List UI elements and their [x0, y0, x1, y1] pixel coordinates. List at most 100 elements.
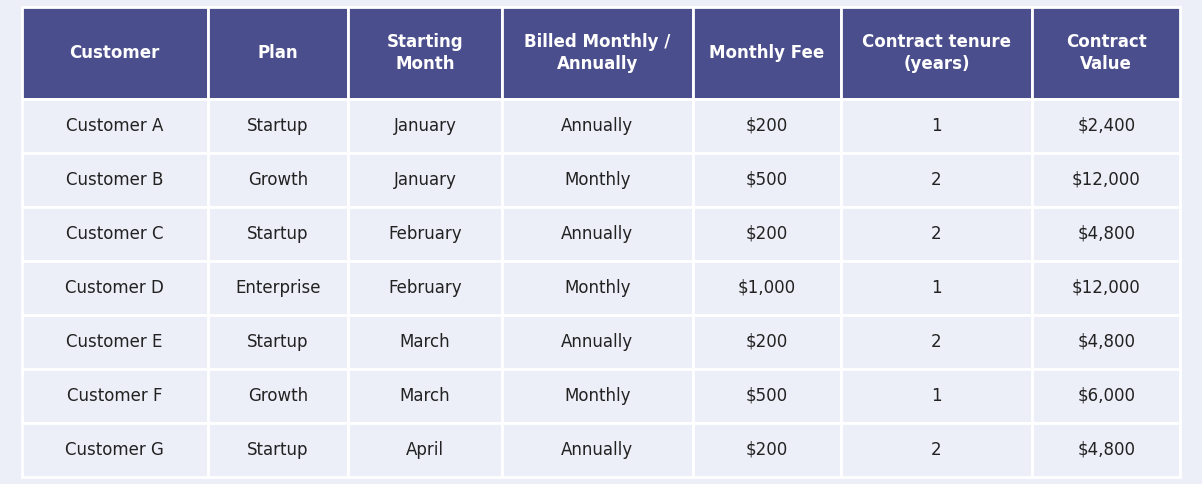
- Bar: [22, 7, 208, 99]
- Bar: [22, 99, 208, 153]
- Text: $500: $500: [745, 171, 789, 189]
- Bar: [501, 153, 692, 207]
- Bar: [501, 261, 692, 315]
- Bar: [841, 423, 1033, 477]
- Bar: [208, 207, 349, 261]
- Text: March: March: [400, 333, 451, 351]
- Bar: [692, 153, 841, 207]
- Text: $4,800: $4,800: [1077, 225, 1135, 243]
- Text: Annually: Annually: [561, 225, 633, 243]
- Text: Monthly Fee: Monthly Fee: [709, 44, 825, 62]
- Text: Customer G: Customer G: [65, 441, 165, 459]
- Bar: [1033, 7, 1180, 99]
- Text: Annually: Annually: [561, 441, 633, 459]
- Text: $200: $200: [745, 117, 789, 135]
- Text: Annually: Annually: [561, 333, 633, 351]
- Bar: [22, 153, 208, 207]
- Bar: [349, 423, 501, 477]
- Bar: [208, 153, 349, 207]
- Bar: [692, 423, 841, 477]
- Bar: [349, 315, 501, 369]
- Bar: [501, 99, 692, 153]
- Bar: [692, 261, 841, 315]
- Bar: [501, 207, 692, 261]
- Text: Starting
Month: Starting Month: [387, 33, 463, 73]
- Text: $6,000: $6,000: [1077, 387, 1135, 405]
- Text: Monthly: Monthly: [564, 171, 631, 189]
- Text: Annually: Annually: [561, 117, 633, 135]
- Text: $12,000: $12,000: [1072, 279, 1141, 297]
- Text: Monthly: Monthly: [564, 279, 631, 297]
- Bar: [1033, 153, 1180, 207]
- Bar: [22, 369, 208, 423]
- Text: Monthly: Monthly: [564, 387, 631, 405]
- Bar: [841, 7, 1033, 99]
- Text: $200: $200: [745, 441, 789, 459]
- Text: Customer F: Customer F: [67, 387, 162, 405]
- Text: Customer E: Customer E: [66, 333, 162, 351]
- Text: Startup: Startup: [248, 441, 309, 459]
- Text: 1: 1: [932, 279, 942, 297]
- Bar: [692, 207, 841, 261]
- Bar: [501, 423, 692, 477]
- Bar: [349, 207, 501, 261]
- Text: $1,000: $1,000: [738, 279, 796, 297]
- Text: Contract
Value: Contract Value: [1066, 33, 1147, 73]
- Bar: [208, 369, 349, 423]
- Bar: [692, 7, 841, 99]
- Bar: [208, 7, 349, 99]
- Text: $200: $200: [745, 333, 789, 351]
- Bar: [1033, 315, 1180, 369]
- Bar: [208, 315, 349, 369]
- Bar: [349, 261, 501, 315]
- Bar: [692, 315, 841, 369]
- Text: Customer D: Customer D: [65, 279, 165, 297]
- Text: $500: $500: [745, 387, 789, 405]
- Text: January: January: [393, 171, 457, 189]
- Text: Startup: Startup: [248, 333, 309, 351]
- Text: Startup: Startup: [248, 117, 309, 135]
- Text: 2: 2: [932, 171, 942, 189]
- Bar: [501, 369, 692, 423]
- Bar: [1033, 261, 1180, 315]
- Text: January: January: [393, 117, 457, 135]
- Text: Billed Monthly /
Annually: Billed Monthly / Annually: [524, 33, 671, 73]
- Bar: [841, 261, 1033, 315]
- Bar: [208, 99, 349, 153]
- Bar: [501, 315, 692, 369]
- Text: 2: 2: [932, 441, 942, 459]
- Text: Customer C: Customer C: [66, 225, 163, 243]
- Text: 2: 2: [932, 333, 942, 351]
- Bar: [841, 207, 1033, 261]
- Bar: [208, 261, 349, 315]
- Bar: [22, 207, 208, 261]
- Bar: [349, 7, 501, 99]
- Bar: [1033, 99, 1180, 153]
- Text: 1: 1: [932, 387, 942, 405]
- Bar: [208, 423, 349, 477]
- Text: $4,800: $4,800: [1077, 441, 1135, 459]
- Text: Startup: Startup: [248, 225, 309, 243]
- Text: Customer: Customer: [70, 44, 160, 62]
- Bar: [692, 369, 841, 423]
- Text: Growth: Growth: [248, 387, 308, 405]
- Bar: [349, 153, 501, 207]
- Bar: [349, 369, 501, 423]
- Text: Enterprise: Enterprise: [236, 279, 321, 297]
- Bar: [22, 261, 208, 315]
- Text: February: February: [388, 279, 462, 297]
- Text: $4,800: $4,800: [1077, 333, 1135, 351]
- Bar: [1033, 207, 1180, 261]
- Text: Growth: Growth: [248, 171, 308, 189]
- Text: Customer B: Customer B: [66, 171, 163, 189]
- Text: $200: $200: [745, 225, 789, 243]
- Text: $12,000: $12,000: [1072, 171, 1141, 189]
- Bar: [1033, 423, 1180, 477]
- Bar: [841, 369, 1033, 423]
- Bar: [841, 315, 1033, 369]
- Text: $2,400: $2,400: [1077, 117, 1135, 135]
- Bar: [841, 153, 1033, 207]
- Text: Customer A: Customer A: [66, 117, 163, 135]
- Bar: [841, 99, 1033, 153]
- Text: April: April: [406, 441, 444, 459]
